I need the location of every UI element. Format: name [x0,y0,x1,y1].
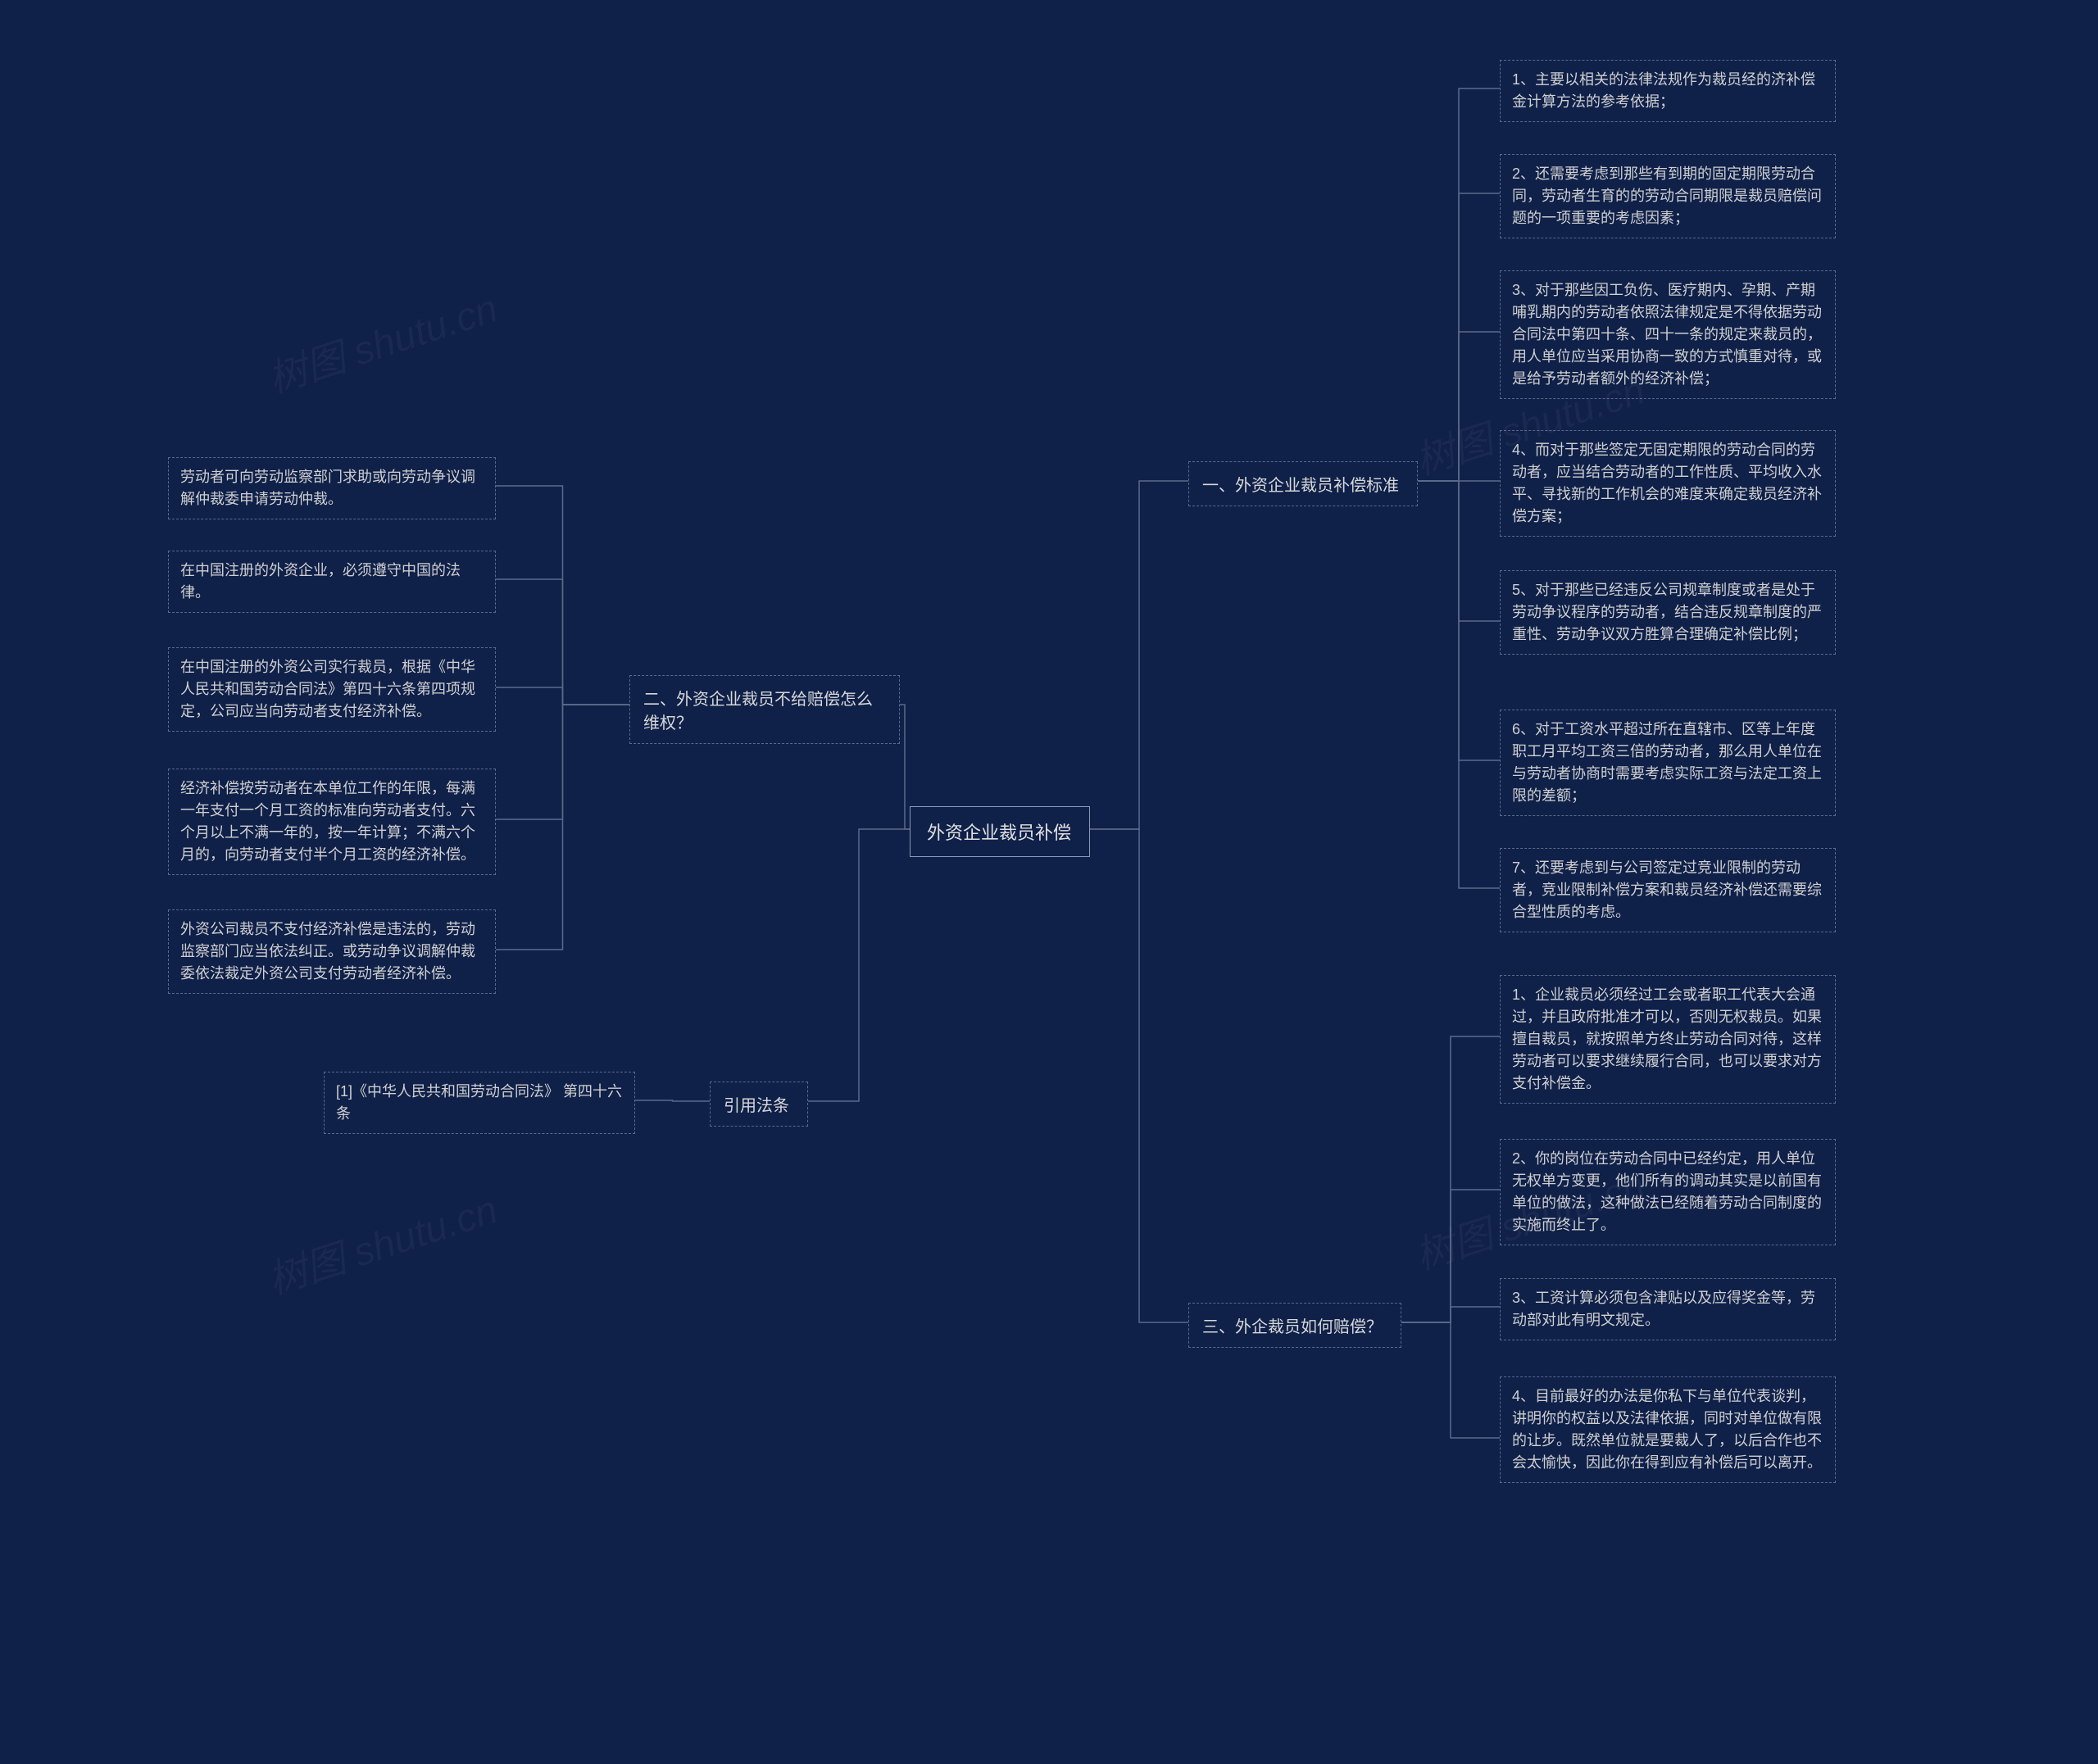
leaf-text: 2、还需要考虑到那些有到期的固定期限劳动合同，劳动者生育的的劳动合同期限是裁员赔… [1512,166,1822,226]
leaf-node: 7、还要考虑到与公司签定过竞业限制的劳动者，竞业限制补偿方案和裁员经济补偿还需要… [1500,848,1836,932]
watermark: 树图 shutu.cn [259,276,503,404]
leaf-node: 4、而对于那些签定无固定期限的劳动合同的劳动者，应当结合劳动者的工作性质、平均收… [1500,430,1836,537]
leaf-node: 经济补偿按劳动者在本单位工作的年限，每满一年支付一个月工资的标准向劳动者支付。六… [168,769,496,875]
branch-label: 一、外资企业裁员补偿标准 [1202,477,1399,495]
leaf-text: 4、目前最好的办法是你私下与单位代表谈判，讲明你的权益以及法律依据，同时对单位做… [1512,1388,1822,1471]
leaf-text: 外资公司裁员不支付经济补偿是违法的，劳动监察部门应当依法纠正。或劳动争议调解仲裁… [180,921,475,982]
center-label: 外资企业裁员补偿 [927,823,1071,843]
leaf-node: 劳动者可向劳动监察部门求助或向劳动争议调解仲裁委申请劳动仲裁。 [168,457,496,519]
leaf-text: 1、主要以相关的法律法规作为裁员经的济补偿金计算方法的参考依据； [1512,71,1815,110]
branch-node: 三、外企裁员如何赔偿？ [1188,1303,1401,1348]
branch-label: 二、外资企业裁员不给赔偿怎么维权？ [643,691,873,732]
leaf-text: 3、对于那些因工负伤、医疗期内、孕期、产期哺乳期内的劳动者依照法律规定是不得依据… [1512,282,1822,387]
leaf-text: 3、工资计算必须包含津贴以及应得奖金等，劳动部对此有明文规定。 [1512,1290,1815,1328]
leaf-node: 在中国注册的外资企业，必须遵守中国的法律。 [168,551,496,613]
leaf-node: [1]《中华人民共和国劳动合同法》 第四十六条 [324,1072,635,1134]
branch-label: 三、外企裁员如何赔偿？ [1202,1318,1383,1336]
leaf-node: 在中国注册的外资公司实行裁员，根据《中华人民共和国劳动合同法》第四十六条第四项规… [168,647,496,732]
leaf-node: 3、工资计算必须包含津贴以及应得奖金等，劳动部对此有明文规定。 [1500,1278,1836,1340]
leaf-text: [1]《中华人民共和国劳动合同法》 第四十六条 [336,1083,622,1122]
leaf-node: 4、目前最好的办法是你私下与单位代表谈判，讲明你的权益以及法律依据，同时对单位做… [1500,1376,1836,1483]
leaf-text: 5、对于那些已经违反公司规章制度或者是处于劳动争议程序的劳动者，结合违反规章制度… [1512,582,1822,642]
leaf-node: 外资公司裁员不支付经济补偿是违法的，劳动监察部门应当依法纠正。或劳动争议调解仲裁… [168,909,496,994]
leaf-node: 1、主要以相关的法律法规作为裁员经的济补偿金计算方法的参考依据； [1500,60,1836,122]
leaf-text: 7、还要考虑到与公司签定过竞业限制的劳动者，竞业限制补偿方案和裁员经济补偿还需要… [1512,859,1822,920]
leaf-text: 2、你的岗位在劳动合同中已经约定，用人单位无权单方变更，他们所有的调动其实是以前… [1512,1150,1822,1233]
branch-node: 二、外资企业裁员不给赔偿怎么维权？ [629,675,900,744]
leaf-text: 经济补偿按劳动者在本单位工作的年限，每满一年支付一个月工资的标准向劳动者支付。六… [180,780,475,863]
leaf-text: 劳动者可向劳动监察部门求助或向劳动争议调解仲裁委申请劳动仲裁。 [180,469,475,507]
branch-label: 引用法条 [724,1097,789,1115]
leaf-text: 在中国注册的外资公司实行裁员，根据《中华人民共和国劳动合同法》第四十六条第四项规… [180,659,475,719]
leaf-node: 2、还需要考虑到那些有到期的固定期限劳动合同，劳动者生育的的劳动合同期限是裁员赔… [1500,154,1836,238]
center-node: 外资企业裁员补偿 [910,806,1090,857]
leaf-text: 在中国注册的外资企业，必须遵守中国的法律。 [180,562,461,601]
leaf-text: 6、对于工资水平超过所在直辖市、区等上年度职工月平均工资三倍的劳动者，那么用人单… [1512,721,1822,804]
leaf-text: 4、而对于那些签定无固定期限的劳动合同的劳动者，应当结合劳动者的工作性质、平均收… [1512,442,1822,524]
watermark: 树图 shutu.cn [259,1177,503,1305]
branch-node: 一、外资企业裁员补偿标准 [1188,461,1418,506]
branch-node: 引用法条 [710,1082,808,1127]
leaf-node: 1、企业裁员必须经过工会或者职工代表大会通过，并且政府批准才可以，否则无权裁员。… [1500,975,1836,1104]
leaf-node: 6、对于工资水平超过所在直辖市、区等上年度职工月平均工资三倍的劳动者，那么用人单… [1500,710,1836,816]
leaf-node: 3、对于那些因工负伤、医疗期内、孕期、产期哺乳期内的劳动者依照法律规定是不得依据… [1500,270,1836,399]
leaf-node: 2、你的岗位在劳动合同中已经约定，用人单位无权单方变更，他们所有的调动其实是以前… [1500,1139,1836,1245]
leaf-node: 5、对于那些已经违反公司规章制度或者是处于劳动争议程序的劳动者，结合违反规章制度… [1500,570,1836,655]
leaf-text: 1、企业裁员必须经过工会或者职工代表大会通过，并且政府批准才可以，否则无权裁员。… [1512,986,1822,1091]
